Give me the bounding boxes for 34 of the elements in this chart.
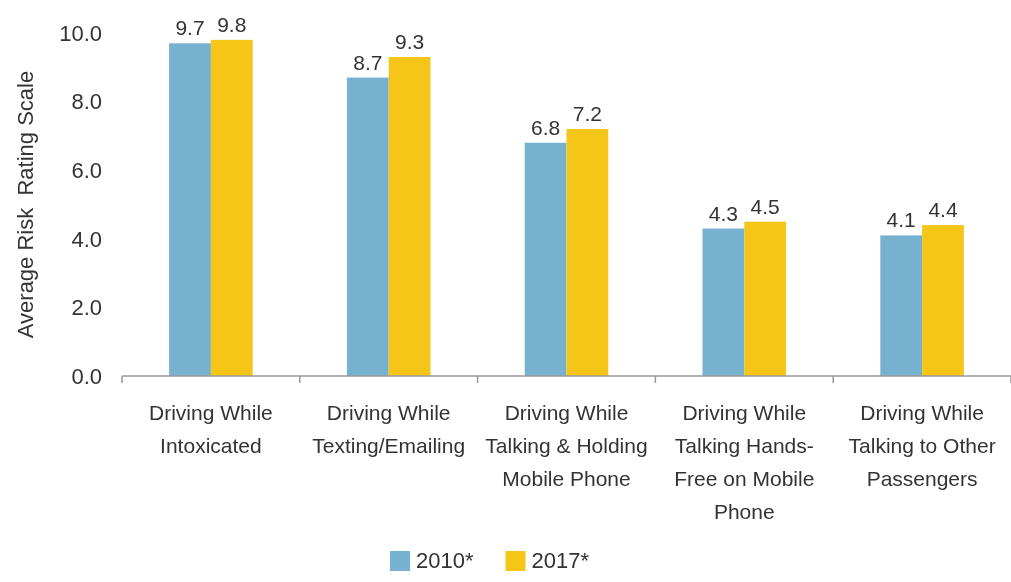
y-tick-label: 10.0 [59, 20, 102, 46]
bar [346, 77, 389, 376]
data-label: 4.1 [886, 208, 916, 232]
x-tick-label: Driving While Texting/Emailing [312, 401, 466, 457]
bar [388, 57, 431, 376]
bar [524, 142, 567, 376]
data-label: 7.2 [572, 102, 602, 126]
bar [210, 39, 253, 376]
y-tick-label: 0.0 [71, 363, 102, 389]
data-label: 4.4 [928, 198, 958, 222]
x-tick-label: Driving While Talking to Other Passengers [848, 401, 996, 490]
bar [744, 221, 787, 376]
bar [880, 235, 923, 376]
data-label: 4.3 [708, 201, 739, 225]
data-label: 6.8 [531, 115, 561, 139]
y-axis-title: Average Risk Rating Scale [13, 70, 38, 339]
x-tick-label: Driving While Talking Hands-Free on Mobile Phone [674, 401, 815, 523]
data-label: 9.3 [394, 30, 425, 54]
bar [922, 225, 964, 376]
bar [702, 228, 745, 376]
bar [169, 43, 211, 376]
data-label: 9.8 [217, 12, 247, 36]
legend-label: 2010* [416, 548, 474, 573]
x-tick-label: Driving While Talking & Holding Mobile Phone [485, 401, 648, 490]
data-label: 8.7 [353, 50, 383, 74]
x-tick-label: Driving While Intoxicated [149, 401, 273, 457]
data-label: 4.5 [750, 194, 780, 218]
y-tick-label: 8.0 [71, 89, 102, 115]
y-tick-label: 4.0 [71, 226, 102, 252]
legend-label: 2017* [531, 548, 590, 573]
y-tick-label: 2.0 [71, 295, 102, 321]
data-label: 9.7 [175, 16, 205, 40]
bar [566, 129, 609, 376]
y-tick-label: 6.0 [71, 157, 102, 183]
